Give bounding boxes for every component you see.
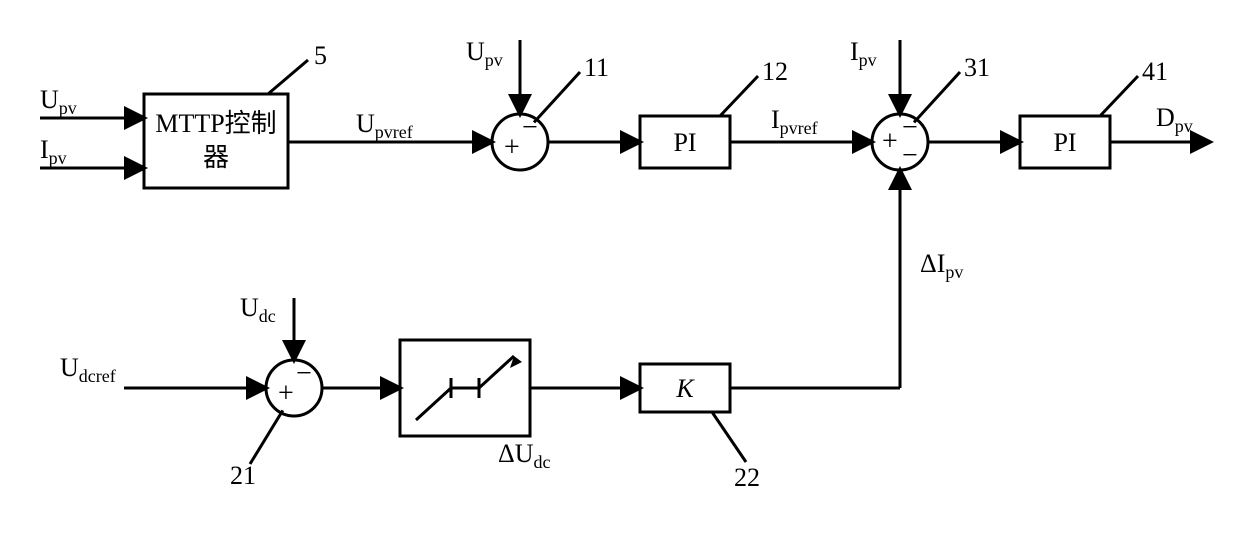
svg-text:11: 11 (584, 53, 609, 82)
svg-text:5: 5 (314, 41, 327, 70)
svg-text:ΔUdc: ΔUdc (498, 439, 551, 472)
svg-text:Udcref: Udcref (60, 353, 116, 386)
svg-text:−: − (522, 112, 538, 143)
svg-text:Ipv: Ipv (850, 37, 877, 70)
svg-text:+: + (504, 132, 520, 163)
svg-text:31: 31 (964, 53, 990, 82)
svg-text:K: K (675, 374, 695, 403)
svg-text:Upv: Upv (40, 85, 77, 118)
svg-text:Ipv: Ipv (40, 135, 67, 168)
svg-text:Upvref: Upvref (356, 109, 413, 142)
svg-text:12: 12 (762, 57, 788, 86)
svg-text:MTTP控制: MTTP控制 (155, 109, 276, 138)
svg-text:PI: PI (673, 128, 696, 157)
svg-text:−: − (902, 112, 918, 143)
svg-text:+: + (278, 378, 294, 409)
svg-text:Udc: Udc (240, 293, 276, 326)
svg-text:22: 22 (734, 463, 760, 492)
svg-text:Ipvref: Ipvref (771, 105, 818, 138)
svg-text:Dpv: Dpv (1156, 103, 1193, 136)
svg-text:41: 41 (1142, 57, 1168, 86)
svg-text:器: 器 (203, 143, 229, 172)
svg-text:−: − (902, 140, 918, 171)
svg-text:ΔIpv: ΔIpv (920, 249, 963, 282)
svg-text:+: + (882, 126, 898, 157)
svg-text:21: 21 (230, 461, 256, 490)
svg-text:PI: PI (1053, 128, 1076, 157)
svg-text:Upv: Upv (466, 37, 503, 70)
svg-text:−: − (296, 358, 312, 389)
